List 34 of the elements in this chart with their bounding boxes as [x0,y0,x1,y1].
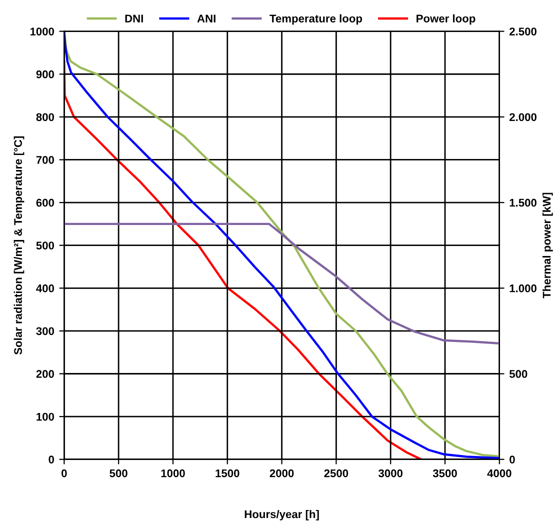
x-tick-label: 1500 [216,469,240,478]
y-tick-label: 300 [36,327,54,336]
y-tick-label: 800 [36,113,54,122]
y-tick-label: 1000 [30,28,54,36]
y-tick-label: 700 [36,156,54,164]
x-tick-label: 3000 [378,469,403,478]
y-axis-title: Solar radiation [W/m²] & Temperature [°C] [14,136,24,355]
line-series [64,60,422,460]
y2-tick-label: 2.000 [510,113,536,122]
y-tick-label: 400 [36,284,54,292]
legend-label: DNI [125,14,143,22]
x-tick-label: 3500 [432,469,457,478]
y2-tick-label: 2.500 [510,28,536,36]
legend-label: Temperature loop [270,14,362,25]
legend-label: Power loop [416,14,476,25]
x-axis-title: Hours/year [h] [244,510,319,520]
y2-tick-label: 500 [509,370,528,378]
y-tick-label: 200 [36,370,54,378]
y-tick-label: 500 [36,242,54,250]
x-tick-label: 4000 [487,469,512,478]
y2-axis-title: Thermal power [kW] [542,192,553,298]
y2-tick-label: 1.000 [510,284,536,292]
x-tick-label: 0 [62,469,67,478]
x-tick-label: 500 [110,469,128,478]
y-tick-label: 0 [48,456,54,464]
x-tick-label: 2500 [324,469,348,478]
x-tick-label: 1000 [161,469,185,478]
y2-tick-label: 1.500 [510,198,536,207]
y-tick-label: 900 [36,70,54,78]
y-tick-label: 100 [36,412,54,421]
x-tick-label: 2000 [270,469,294,478]
y-tick-label: 600 [36,198,54,207]
legend-label: ANI [197,14,216,22]
y2-tick-label: 0 [510,456,515,464]
